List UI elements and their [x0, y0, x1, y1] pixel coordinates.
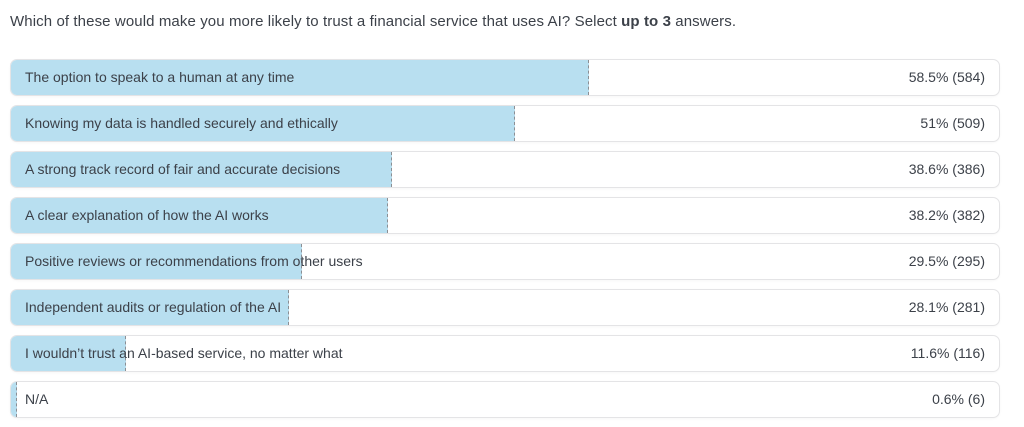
- option-value: 28.1% (281): [908, 299, 985, 316]
- question-title-prefix: Which of these would make you more likel…: [10, 13, 622, 30]
- result-bar: [11, 151, 393, 187]
- option-value: 38.6% (386): [908, 161, 985, 178]
- option-label: A strong track record of fair and accura…: [25, 161, 341, 178]
- survey-option-row: N/A 0.6% (6): [10, 380, 1000, 418]
- option-value: 38.2% (382): [908, 207, 985, 224]
- result-bar: [11, 105, 515, 141]
- result-bar: [11, 59, 589, 95]
- option-value: 0.6% (6): [932, 391, 985, 408]
- option-value: 11.6% (116): [910, 345, 985, 362]
- option-label: Positive reviews or recommendations from…: [25, 253, 363, 270]
- option-label: The option to speak to a human at any ti…: [25, 69, 295, 86]
- survey-option-row: Independent audits or regulation of the …: [10, 288, 1000, 326]
- question-title-suffix: answers.: [671, 13, 737, 30]
- option-value: 51% (509): [920, 115, 985, 132]
- option-label: A clear explanation of how the AI works: [25, 207, 269, 224]
- survey-option-row: Positive reviews or recommendations from…: [10, 242, 1000, 280]
- survey-option-row: A strong track record of fair and accura…: [10, 150, 1000, 188]
- result-bar: [11, 335, 126, 371]
- option-value: 29.5% (295): [908, 253, 985, 270]
- result-bar: [11, 381, 17, 417]
- question-title: Which of these would make you more likel…: [10, 13, 1010, 32]
- option-label: N/A: [25, 391, 49, 408]
- question-title-bold: up to 3: [621, 13, 672, 30]
- result-bar: [11, 197, 389, 233]
- survey-option-row: A clear explanation of how the AI works …: [10, 196, 1000, 234]
- option-value: 58.5% (584): [908, 69, 985, 86]
- poll-results-chart: The option to speak to a human at any ti…: [10, 58, 1000, 418]
- option-label: Independent audits or regulation of the …: [25, 299, 282, 316]
- survey-option-row: I wouldn’t trust an AI-based service, no…: [10, 334, 1000, 372]
- result-bar: [11, 289, 289, 325]
- survey-option-row: Knowing my data is handled securely and …: [10, 104, 1000, 142]
- result-bar: [11, 243, 303, 279]
- option-label: Knowing my data is handled securely and …: [25, 115, 338, 132]
- survey-option-row: The option to speak to a human at any ti…: [10, 58, 1000, 96]
- option-label: I wouldn’t trust an AI-based service, no…: [25, 345, 343, 362]
